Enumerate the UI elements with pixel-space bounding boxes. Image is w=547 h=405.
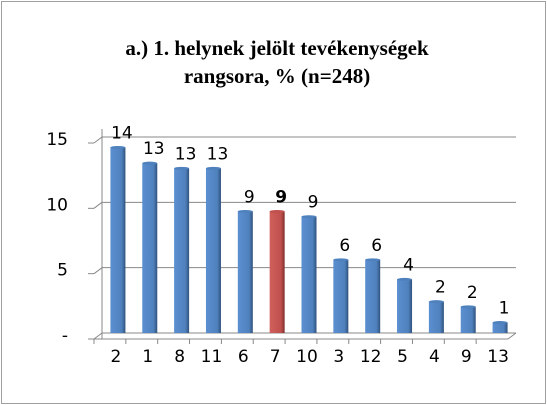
grid-line-depth — [93, 267, 103, 275]
x-tick-label: 13 — [487, 347, 509, 367]
x-tick-label: 11 — [201, 347, 223, 367]
chart-title: rangsora, % (n=248) — [184, 64, 370, 88]
bar — [397, 279, 413, 333]
grid-line-depth — [93, 201, 103, 209]
x-tick-label: 3 — [333, 347, 344, 367]
bar-top — [428, 300, 444, 304]
x-tick-label: 8 — [174, 347, 185, 367]
value-label: 6 — [339, 236, 350, 256]
value-label: 9 — [244, 187, 255, 207]
x-tick-label: 12 — [360, 347, 382, 367]
bar-top — [237, 209, 253, 213]
value-label: 4 — [403, 255, 414, 275]
bar-top — [174, 166, 190, 170]
bar — [237, 211, 253, 333]
value-label: 2 — [467, 283, 478, 303]
grid-line-depth — [93, 136, 103, 144]
value-label: 13 — [175, 144, 197, 164]
bar-top — [142, 161, 158, 165]
x-tick-label: 7 — [270, 347, 281, 367]
value-label: 13 — [207, 144, 229, 164]
bar-top — [269, 209, 285, 213]
bar — [333, 259, 349, 333]
value-label: 2 — [435, 278, 446, 298]
y-tick-label: - — [62, 326, 68, 346]
bar-top — [110, 145, 126, 149]
chart-title: a.) 1. helynek jelölt tevékenységek — [125, 36, 429, 60]
bar — [460, 306, 476, 333]
x-tick-label: 10 — [296, 347, 318, 367]
value-label: 13 — [143, 139, 165, 159]
bar — [492, 322, 508, 333]
bar — [205, 168, 221, 333]
bar-top — [301, 215, 317, 219]
bar-top — [365, 258, 381, 262]
bar-top — [397, 277, 413, 281]
bar-top — [205, 166, 221, 170]
bar-top — [492, 321, 508, 325]
x-tick-label: 5 — [397, 347, 408, 367]
y-tick-label: 10 — [46, 195, 68, 215]
value-label: 9 — [308, 193, 319, 213]
grid-line-depth — [93, 332, 103, 340]
x-tick-label: 1 — [142, 347, 153, 367]
x-tick-label: 6 — [238, 347, 249, 367]
bar — [110, 147, 126, 333]
x-tick-label: 2 — [111, 347, 122, 367]
bar — [142, 163, 158, 333]
bar — [365, 259, 381, 333]
value-label: 14 — [111, 123, 133, 143]
y-tick-label: 15 — [46, 130, 68, 150]
x-tick-label: 9 — [461, 347, 472, 367]
bar — [428, 301, 444, 333]
y-tick-label: 5 — [57, 261, 68, 281]
value-label: 9 — [275, 187, 287, 207]
value-label: 1 — [499, 299, 510, 319]
bar-top — [333, 258, 349, 262]
bar — [269, 211, 285, 333]
bar — [174, 168, 190, 333]
bar — [301, 216, 317, 333]
x-tick-label: 4 — [429, 347, 440, 367]
x-axis-depth — [507, 332, 517, 340]
value-label: 6 — [371, 236, 382, 256]
bar-top — [460, 305, 476, 309]
